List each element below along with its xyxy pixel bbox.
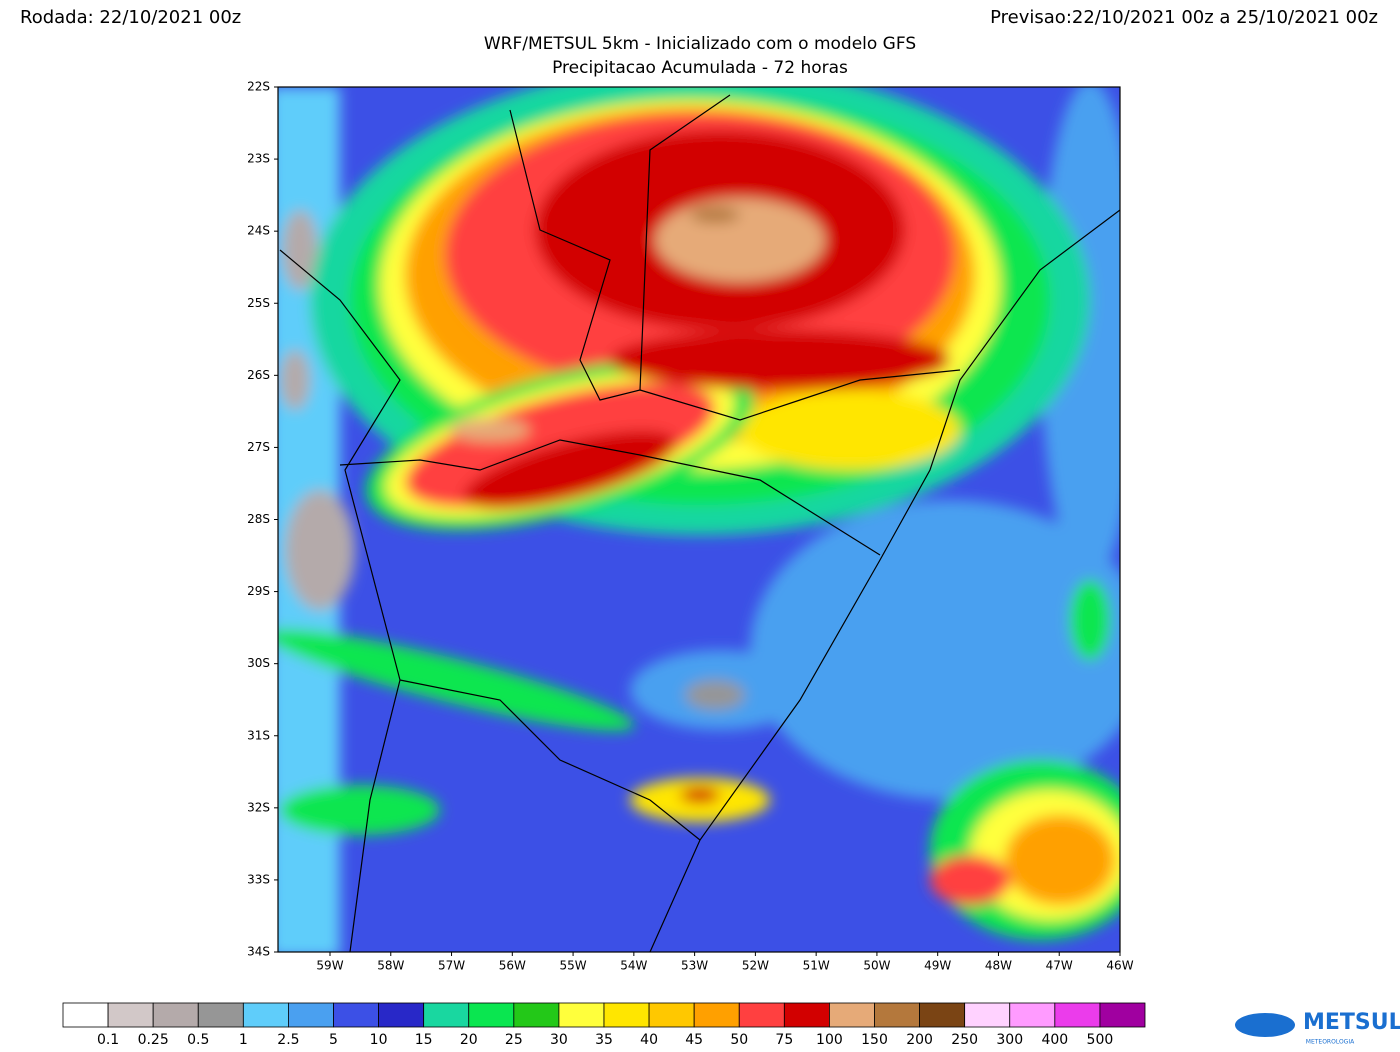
- lat-label: 25S: [247, 296, 270, 310]
- colorbar-label: 150: [861, 1032, 888, 1048]
- lon-label: 47W: [1046, 959, 1073, 973]
- lat-label: 31S: [247, 728, 270, 742]
- precip-field: [278, 87, 1120, 952]
- colorbar-box: [288, 1002, 334, 1028]
- logo-globe: [1235, 1013, 1295, 1037]
- colorbar-label: 0.25: [138, 1032, 169, 1048]
- colorbar-label: 10: [370, 1032, 388, 1048]
- run-label: Rodada: 22/10/2021 00z: [20, 7, 241, 28]
- colorbar-box: [197, 1002, 244, 1028]
- colorbar-label: 75: [775, 1032, 793, 1048]
- colorbar-box: [783, 1002, 830, 1028]
- colorbar-label: 400: [1041, 1032, 1068, 1048]
- lat-label: 29S: [247, 584, 270, 598]
- lon-label: 53W: [681, 959, 708, 973]
- colorbar-box: [648, 1002, 695, 1028]
- lat-label: 33S: [247, 872, 270, 886]
- lon-label: 50W: [863, 959, 890, 973]
- colorbar-box: [829, 1002, 875, 1028]
- colorbar-label: 200: [906, 1032, 933, 1048]
- colorbar-label: 100: [816, 1032, 843, 1048]
- borders: [279, 94, 1120, 952]
- colorbar-label: 0.5: [187, 1032, 209, 1048]
- colorbar-label: 30: [550, 1032, 568, 1048]
- map-title: WRF/METSUL 5km - Inicializado com o mode…: [484, 34, 916, 54]
- colorbar-label: 35: [595, 1032, 613, 1048]
- colorbar-label: 20: [460, 1032, 478, 1048]
- colorbar-box: [1054, 1002, 1101, 1028]
- colorbar-label: 5: [329, 1032, 338, 1048]
- lat-label: 32S: [247, 800, 270, 814]
- colorbar-box: [152, 1002, 199, 1028]
- lat-label: 30S: [247, 656, 270, 670]
- colorbar-box: [603, 1002, 650, 1028]
- colorbar-label: 0.1: [97, 1032, 119, 1048]
- colorbar-box: [1099, 1002, 1146, 1028]
- colorbar-box: [874, 1002, 920, 1028]
- lon-label: 49W: [924, 959, 951, 973]
- colorbar-box: [964, 1002, 1011, 1028]
- colorbar-box: [1009, 1002, 1056, 1028]
- lat-label: 34S: [247, 945, 270, 959]
- lat-label: 22S: [247, 80, 270, 94]
- colorbar-box: [468, 1002, 515, 1028]
- lat-label: 24S: [247, 224, 270, 238]
- colorbar-box: [333, 1002, 379, 1028]
- logo-subtext: METEOROLOGIA: [1306, 1039, 1355, 1046]
- colorbar-box: [423, 1002, 470, 1028]
- lon-label: 55W: [560, 959, 587, 973]
- axes: 22S 23S 24S 25S 26S 27S 28S 29S 30S 31S 32S 33S 34S 5…: [247, 80, 1134, 973]
- map-subtitle: Precipitacao Acumulada - 72 horas: [552, 58, 848, 78]
- colorbar-box: [919, 1002, 966, 1028]
- logo: METSUL METEOROLOGIA: [1235, 1010, 1400, 1046]
- forecast-label: Previsao:22/10/2021 00z a 25/10/2021 00z: [990, 7, 1378, 28]
- lon-label: 52W: [742, 959, 769, 973]
- lon-label: 56W: [499, 959, 526, 973]
- lat-label: 28S: [247, 512, 270, 526]
- lon-label: 48W: [985, 959, 1012, 973]
- lat-label: 27S: [247, 440, 270, 454]
- field-blobs: [278, 87, 1120, 952]
- colorbar-label: 1: [239, 1032, 248, 1048]
- colorbar: 0.1 0.25 0.5 1 2.5 5 10 15 20 25 30 35 40 45 50 75 100 15…: [62, 1002, 1146, 1048]
- lat-label: 23S: [247, 152, 270, 166]
- colorbar-label: 250: [951, 1032, 978, 1048]
- colorbar-label: 40: [640, 1032, 658, 1048]
- lat-label: 26S: [247, 368, 270, 382]
- lon-label: 51W: [803, 959, 830, 973]
- colorbar-label: 45: [685, 1032, 703, 1048]
- lon-label: 54W: [620, 959, 647, 973]
- colorbar-label: 25: [505, 1032, 523, 1048]
- lon-label: 46W: [1106, 959, 1133, 973]
- lon-label: 59W: [316, 959, 343, 973]
- colorbar-label: 300: [996, 1032, 1023, 1048]
- colorbar-label: 50: [730, 1032, 748, 1048]
- colorbar-box: [513, 1002, 560, 1028]
- lon-label: 58W: [377, 959, 404, 973]
- logo-text: METSUL: [1303, 1010, 1400, 1035]
- colorbar-label: 500: [1087, 1032, 1114, 1048]
- colorbar-box: [107, 1002, 154, 1028]
- colorbar-box: [62, 1002, 109, 1028]
- colorbar-box: [558, 1002, 605, 1028]
- colorbar-box: [693, 1002, 740, 1028]
- colorbar-label: 15: [415, 1032, 433, 1048]
- colorbar-box: [378, 1002, 425, 1028]
- colorbar-box: [242, 1002, 289, 1028]
- colorbar-label: 2.5: [277, 1032, 299, 1048]
- lon-label: 57W: [438, 959, 465, 973]
- colorbar-box: [738, 1002, 785, 1028]
